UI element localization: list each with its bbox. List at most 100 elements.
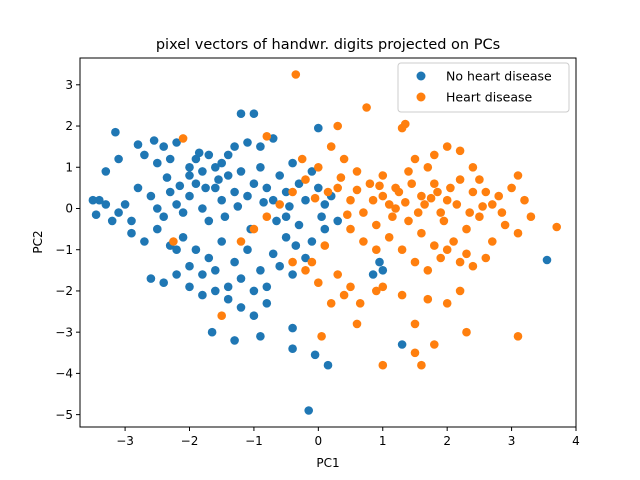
- point-heart-disease-52: [475, 212, 484, 221]
- point-no-heart-disease-37: [185, 191, 194, 201]
- point-no-heart-disease-25: [249, 109, 259, 118]
- point-no-heart-disease-76: [185, 261, 194, 271]
- point-no-heart-disease-100: [288, 344, 297, 354]
- point-no-heart-disease-41: [211, 183, 220, 193]
- point-heart-disease-99: [420, 200, 429, 209]
- point-heart-disease-61: [468, 187, 478, 197]
- point-heart-disease-78: [442, 299, 452, 308]
- point-no-heart-disease-8: [111, 127, 120, 137]
- point-heart-disease-21: [488, 237, 497, 246]
- point-heart-disease-76: [397, 290, 407, 300]
- point-heart-disease-65: [372, 245, 381, 254]
- point-heart-disease-45: [384, 233, 394, 242]
- point-no-heart-disease-123: [317, 212, 326, 221]
- point-heart-disease-71: [326, 299, 336, 308]
- point-no-heart-disease-75: [172, 245, 181, 254]
- point-heart-disease-92: [169, 237, 178, 246]
- point-no-heart-disease-10: [114, 154, 123, 164]
- point-heart-disease-63: [346, 224, 355, 234]
- point-heart-disease-7: [410, 154, 420, 164]
- x-tick-label: −1: [245, 434, 263, 448]
- point-heart-disease-79: [455, 286, 465, 296]
- point-no-heart-disease-97: [230, 336, 239, 345]
- point-no-heart-disease-56: [307, 167, 317, 176]
- point-no-heart-disease-61: [153, 224, 162, 234]
- point-heart-disease-70: [339, 290, 349, 300]
- point-heart-disease-35: [314, 163, 323, 172]
- point-heart-disease-27: [417, 228, 426, 238]
- point-no-heart-disease-90: [198, 290, 207, 300]
- point-no-heart-disease-6: [120, 200, 130, 209]
- point-heart-disease-81: [410, 319, 420, 329]
- point-no-heart-disease-113: [201, 183, 210, 193]
- y-tick-label: −4: [55, 367, 73, 381]
- y-axis-label: PC2: [31, 230, 45, 253]
- point-heart-disease-42: [346, 195, 355, 205]
- point-no-heart-disease-17: [172, 138, 181, 147]
- point-heart-disease-119: [481, 187, 491, 197]
- point-heart-disease-3: [262, 132, 272, 141]
- point-no-heart-disease-67: [230, 257, 239, 267]
- point-no-heart-disease-48: [256, 163, 265, 172]
- point-heart-disease-87: [513, 332, 523, 341]
- point-no-heart-disease-122: [285, 202, 294, 211]
- point-heart-disease-0: [291, 70, 301, 79]
- point-no-heart-disease-63: [178, 233, 188, 242]
- point-heart-disease-73: [301, 266, 310, 275]
- point-heart-disease-64: [359, 237, 368, 246]
- point-no-heart-disease-49: [262, 183, 272, 193]
- point-heart-disease-105: [401, 198, 410, 207]
- point-no-heart-disease-47: [249, 179, 259, 188]
- point-no-heart-disease-82: [262, 282, 272, 292]
- point-no-heart-disease-60: [140, 237, 149, 246]
- y-tick-label: −2: [55, 284, 73, 298]
- point-heart-disease-36: [301, 175, 310, 184]
- point-heart-disease-112: [323, 187, 333, 197]
- x-tick-label: 1: [379, 434, 387, 448]
- y-tick-label: 1: [65, 160, 73, 174]
- point-no-heart-disease-104: [397, 340, 407, 349]
- point-heart-disease-91: [217, 311, 226, 321]
- point-heart-disease-10: [442, 142, 452, 151]
- point-no-heart-disease-4: [107, 216, 117, 226]
- point-heart-disease-82: [410, 348, 420, 358]
- point-no-heart-disease-70: [268, 249, 278, 259]
- point-heart-disease-107: [426, 193, 436, 203]
- x-axis: −3 −2 −1 0 1 2 3 4: [116, 427, 580, 448]
- point-no-heart-disease-5: [114, 208, 123, 217]
- point-no-heart-disease-64: [191, 245, 201, 254]
- point-heart-disease-57: [417, 191, 426, 201]
- point-no-heart-disease-103: [304, 406, 314, 415]
- point-heart-disease-19: [513, 228, 523, 238]
- point-heart-disease-88: [317, 332, 326, 341]
- point-no-heart-disease-118: [162, 173, 172, 182]
- point-no-heart-disease-74: [320, 224, 330, 234]
- point-heart-disease-49: [436, 253, 446, 263]
- point-no-heart-disease-52: [281, 187, 291, 197]
- point-no-heart-disease-14: [153, 158, 162, 168]
- point-no-heart-disease-92: [223, 294, 233, 304]
- point-heart-disease-56: [404, 167, 413, 176]
- point-heart-disease-17: [520, 195, 529, 205]
- point-heart-disease-28: [404, 216, 413, 226]
- point-heart-disease-94: [462, 249, 471, 259]
- point-heart-disease-101: [446, 183, 455, 193]
- point-no-heart-disease-1: [88, 195, 98, 205]
- point-heart-disease-51: [462, 224, 471, 234]
- point-no-heart-disease-93: [236, 303, 246, 312]
- x-tick-label: −3: [116, 434, 134, 448]
- point-no-heart-disease-53: [288, 158, 297, 168]
- point-no-heart-disease-0: [95, 195, 104, 205]
- x-tick-label: 3: [508, 434, 516, 448]
- point-heart-disease-11: [455, 146, 465, 156]
- point-heart-disease-23: [468, 261, 478, 271]
- point-heart-disease-116: [352, 185, 362, 195]
- point-no-heart-disease-34: [165, 187, 175, 197]
- point-no-heart-disease-126: [175, 181, 185, 191]
- point-no-heart-disease-125: [333, 216, 343, 226]
- point-heart-disease-6: [401, 119, 410, 129]
- point-heart-disease-26: [430, 241, 439, 250]
- point-no-heart-disease-29: [223, 150, 233, 160]
- point-no-heart-disease-120: [214, 175, 223, 184]
